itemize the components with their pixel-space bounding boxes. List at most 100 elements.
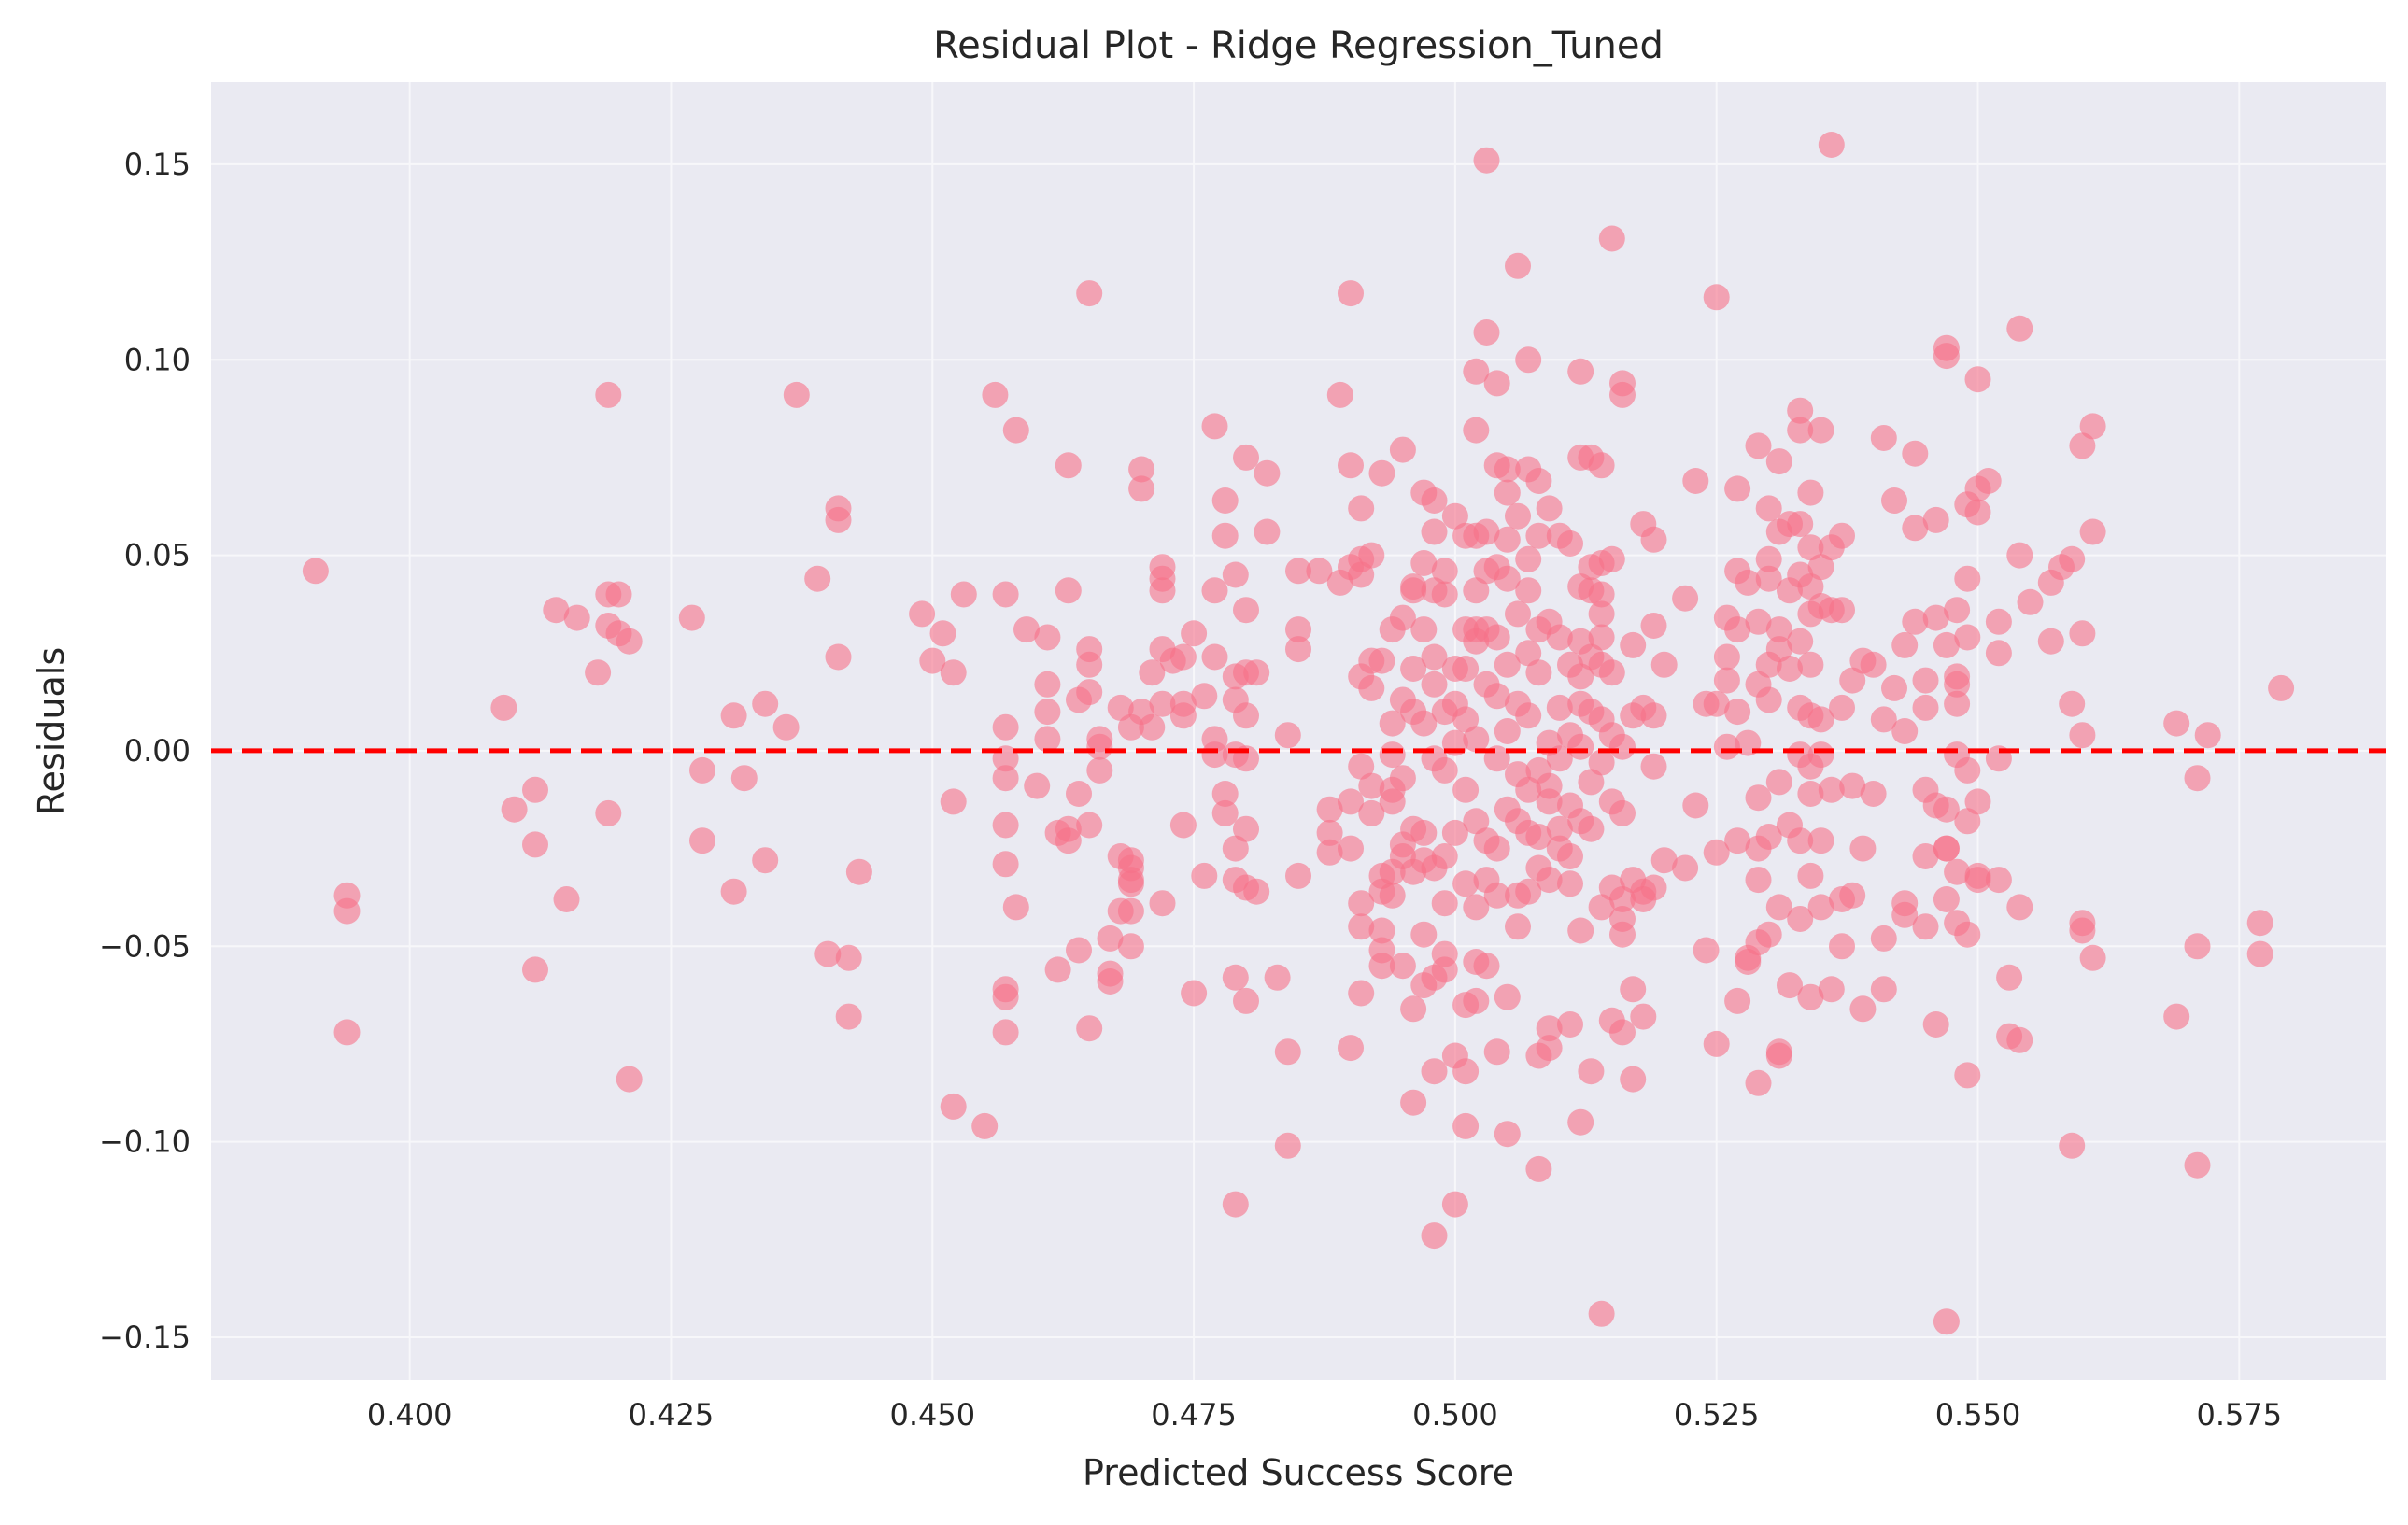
data-point: [1933, 1308, 1960, 1335]
data-point: [1985, 608, 2012, 635]
data-point: [1640, 702, 1667, 729]
data-point: [1274, 722, 1301, 749]
x-tick-label: 0.425: [629, 1397, 715, 1433]
data-point: [1348, 495, 1375, 522]
data-point: [1044, 956, 1071, 983]
data-point: [1902, 515, 1929, 542]
y-tick-label: −0.10: [99, 1124, 191, 1160]
data-point: [1368, 459, 1395, 487]
data-point: [1724, 475, 1751, 502]
data-point: [1588, 749, 1615, 776]
data-point: [1306, 558, 1333, 585]
data-point: [1765, 616, 1792, 643]
data-point: [1724, 987, 1751, 1014]
data-point: [1483, 1038, 1510, 1066]
data-point: [1787, 397, 1814, 424]
data-point: [1870, 425, 1897, 451]
data-point: [1358, 542, 1385, 569]
data-point: [1316, 796, 1343, 823]
data-point: [1777, 656, 1803, 682]
data-point: [1483, 624, 1510, 651]
data-point: [1922, 506, 1949, 533]
data-point: [1536, 495, 1563, 522]
data-point: [1368, 647, 1395, 674]
data-point: [1620, 976, 1647, 1003]
x-tick-label: 0.525: [1674, 1397, 1760, 1433]
data-point: [1211, 799, 1239, 826]
data-point: [1201, 741, 1228, 769]
data-point: [2184, 765, 2211, 792]
data-point: [1818, 976, 1845, 1003]
data-point: [605, 581, 632, 608]
data-point: [2006, 1026, 2033, 1053]
x-tick-label: 0.400: [367, 1397, 453, 1433]
data-point: [1912, 913, 1939, 940]
data-point: [1494, 456, 1521, 483]
data-point: [1954, 921, 1981, 948]
data-point: [2163, 1003, 2190, 1030]
data-point: [1515, 577, 1542, 604]
data-point: [1944, 690, 1971, 717]
data-point: [1525, 1155, 1552, 1182]
data-point: [1693, 937, 1720, 964]
data-point: [730, 765, 758, 792]
data-point: [1912, 694, 1939, 721]
data-point: [1525, 468, 1552, 494]
data-point: [1358, 772, 1385, 799]
data-point: [1755, 824, 1782, 850]
data-point: [1818, 776, 1845, 803]
data-point: [1598, 225, 1625, 252]
data-point: [1473, 518, 1500, 545]
data-point: [1933, 343, 1960, 370]
data-point: [1922, 604, 1949, 631]
data-point: [1557, 843, 1583, 869]
data-point: [1964, 366, 1991, 393]
data-point: [2246, 910, 2273, 937]
data-point: [1515, 346, 1542, 374]
data-point: [1358, 674, 1385, 701]
data-point: [1902, 608, 1929, 635]
data-point: [1912, 843, 1939, 869]
data-point: [1097, 960, 1124, 987]
data-point: [1034, 699, 1061, 726]
data-point: [1254, 518, 1281, 545]
data-point: [1672, 854, 1699, 882]
data-point: [501, 796, 528, 823]
data-point: [1818, 132, 1845, 158]
data-point: [1421, 643, 1448, 671]
data-point: [950, 581, 977, 608]
data-point: [1609, 733, 1636, 760]
y-axis-label: Residuals: [31, 647, 72, 815]
data-point: [1494, 565, 1521, 592]
data-point: [992, 713, 1019, 741]
data-point: [1578, 1058, 1605, 1085]
data-point: [1076, 280, 1103, 307]
data-point: [1944, 671, 1971, 698]
data-point: [1797, 479, 1824, 506]
data-point: [1379, 882, 1406, 909]
data-point: [1765, 448, 1792, 475]
data-point: [1338, 452, 1364, 479]
data-point: [1002, 417, 1029, 444]
data-point: [1463, 358, 1490, 385]
data-point: [1076, 679, 1103, 706]
data-point: [1777, 972, 1803, 999]
data-point: [1578, 815, 1605, 842]
data-point: [2037, 628, 2064, 655]
data-point: [1954, 756, 1981, 784]
data-point: [992, 765, 1019, 792]
data-point: [2268, 674, 2295, 701]
data-point: [1086, 756, 1113, 784]
y-tick-label: 0.05: [124, 538, 191, 573]
y-tick-label: −0.15: [99, 1320, 191, 1355]
data-point: [1452, 1112, 1480, 1139]
data-point: [1505, 502, 1531, 530]
data-point: [1891, 718, 1919, 744]
data-point: [1222, 835, 1249, 862]
data-point: [1034, 726, 1061, 753]
data-point: [1724, 699, 1751, 726]
data-point: [1567, 917, 1594, 944]
data-point: [1964, 867, 1991, 894]
data-point: [1703, 839, 1730, 866]
data-point: [1222, 1191, 1249, 1218]
